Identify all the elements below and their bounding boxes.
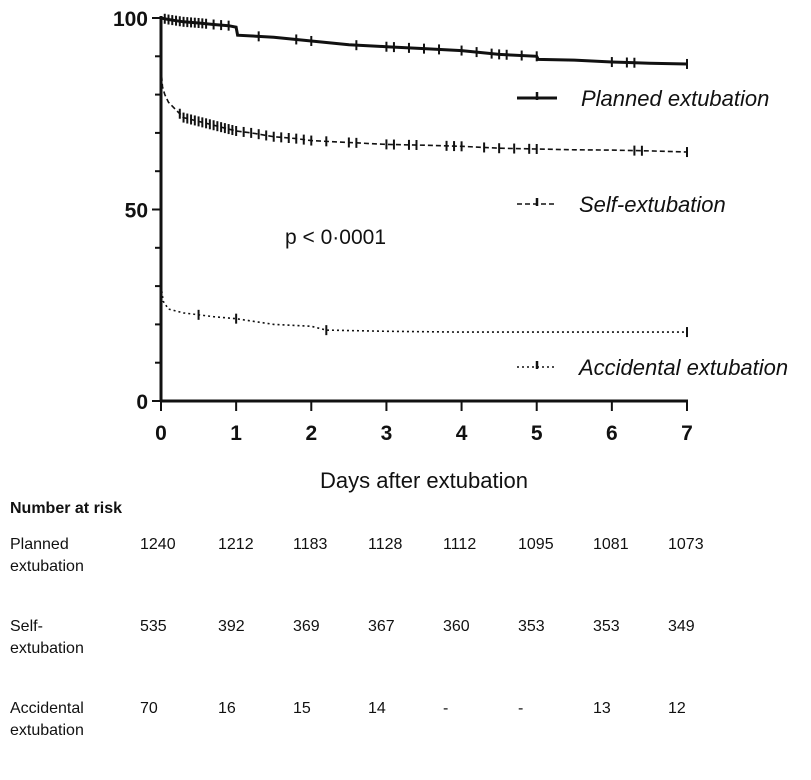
risk-row-label-line: extubation: [10, 640, 84, 657]
x-tick-label: 4: [456, 422, 468, 445]
risk-cell: 367: [368, 618, 395, 635]
legend-item-planned-extubation: Planned extubation: [517, 86, 769, 111]
x-tick-label: 5: [531, 422, 543, 445]
y-tick-label: 100: [113, 8, 148, 31]
risk-cell: 14: [368, 700, 386, 717]
y-tick-label: 50: [125, 200, 148, 223]
risk-row: Accidental extubation 70 16 15 14 - - 13 12: [10, 698, 800, 780]
p-value-annotation: p < 0·0001: [285, 226, 386, 249]
risk-cell: 360: [443, 618, 470, 635]
x-tick-label: 1: [230, 422, 242, 445]
risk-cell: -: [518, 700, 524, 717]
risk-row-label: Accidental extubation: [10, 698, 130, 742]
legend-item-accidental-extubation: Accidental extubation: [517, 355, 788, 380]
risk-cell: 1112: [443, 536, 477, 553]
risk-cell: 349: [668, 618, 695, 635]
risk-row-label-line: Planned: [10, 536, 69, 553]
series-self-extubation: [160, 67, 688, 158]
legend: Planned extubation Self-extubation Acciden…: [517, 86, 788, 380]
risk-cell: 392: [218, 618, 245, 635]
risk-cell: 1240: [140, 536, 176, 553]
risk-cell: -: [443, 700, 449, 717]
risk-cell: 1095: [518, 536, 554, 553]
risk-cell: 12: [668, 700, 686, 717]
number-at-risk-table: Number at risk Planned extubation 1240 1212…: [10, 500, 800, 780]
risk-cell: 535: [140, 618, 167, 635]
risk-cell: 353: [518, 618, 545, 635]
risk-row-label-line: Self-: [10, 618, 43, 635]
risk-cell: 16: [218, 700, 236, 717]
legend-label: Self-extubation: [579, 192, 726, 217]
risk-row-label-line: Accidental: [10, 700, 84, 717]
series-accidental-extubation: [160, 285, 688, 338]
risk-cell: 1183: [293, 536, 328, 553]
risk-row-label-line: extubation: [10, 722, 84, 739]
legend-item-self-extubation: Self-extubation: [517, 192, 726, 217]
legend-label: Accidental extubation: [577, 355, 788, 380]
number-at-risk-title: Number at risk: [10, 500, 123, 517]
risk-row-label-line: extubation: [10, 558, 84, 575]
series-line-self-extubation: [160, 67, 688, 153]
risk-cell: 1081: [593, 536, 629, 553]
risk-cell: 1212: [218, 536, 254, 553]
risk-cell: 1073: [668, 536, 704, 553]
x-tick-label: 7: [681, 422, 693, 445]
x-tick-label: 3: [381, 422, 393, 445]
risk-row-label: Planned extubation: [10, 534, 130, 578]
series-lines: [160, 13, 688, 338]
risk-cell: 353: [593, 618, 620, 635]
risk-cell: 15: [293, 700, 311, 717]
y-axis-ticks: 0 50 100: [113, 8, 148, 414]
risk-cell: 369: [293, 618, 320, 635]
x-axis-label: Days after extubation: [320, 468, 528, 493]
risk-row-label: Self-extubation: [10, 616, 130, 660]
survival-chart: 0 1 2 3 4 5 6 7 0 50 100 Planned extubation Self-e…: [113, 8, 788, 493]
x-tick-label: 6: [606, 422, 618, 445]
risk-cell: 1128: [368, 536, 403, 553]
risk-row: Planned extubation 1240 1212 1183 1128 1112 109…: [10, 534, 800, 616]
series-line-accidental-extubation: [160, 285, 687, 333]
x-axis-ticks: 0 1 2 3 4 5 6 7: [155, 422, 693, 445]
y-tick-label: 0: [136, 391, 148, 414]
x-tick-label: 0: [155, 422, 167, 445]
legend-label: Planned extubation: [581, 86, 769, 111]
risk-cell: 13: [593, 700, 611, 717]
number-at-risk-rows: Planned extubation 1240 1212 1183 1128 1112 109…: [10, 534, 800, 780]
axes: [152, 16, 688, 411]
risk-cell: 70: [140, 700, 158, 717]
series-line-planned-extubation: [160, 16, 688, 66]
series-planned-extubation: [160, 13, 688, 69]
risk-row: Self-extubation 535 392 369 367 360 353 353 349: [10, 616, 800, 698]
x-tick-label: 2: [305, 422, 317, 445]
